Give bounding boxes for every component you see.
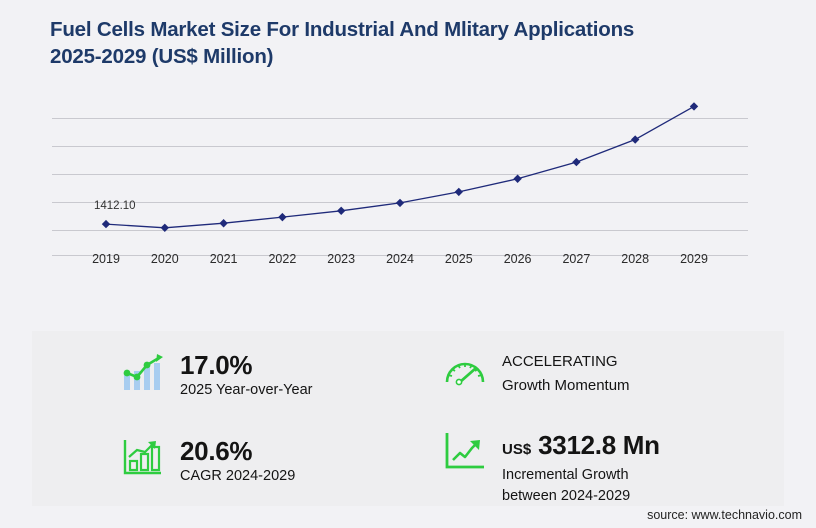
gridline	[52, 230, 748, 231]
x-axis-tick-label: 2023	[327, 252, 356, 266]
stat-incremental-unit: US$	[502, 441, 532, 458]
stat-yoy-value: 17.0%	[180, 350, 253, 380]
x-axis-tick-label: 2028	[621, 252, 650, 266]
stats-panel: 17.0% 2025 Year-over-Year 20.6% CAGR 202…	[32, 331, 784, 506]
x-axis-line	[52, 255, 748, 256]
source-note: source: www.technavio.com	[647, 508, 802, 522]
x-axis-tick-label: 2022	[268, 252, 297, 266]
chart-plot-area: 1412.10	[52, 100, 748, 256]
stat-yoy-label: 2025 Year-over-Year	[180, 382, 313, 398]
data-point-marker	[689, 102, 699, 111]
x-axis-tick-label: 2026	[503, 252, 532, 266]
data-point-marker	[101, 219, 111, 229]
stat-momentum-headline: ACCELERATING	[502, 353, 618, 370]
stat-cagr: 20.6% CAGR 2024-2029	[120, 435, 295, 487]
x-axis-tick-label: 2019	[92, 252, 120, 266]
data-point-label: 1412.10	[94, 200, 136, 213]
stat-momentum-label: Growth Momentum	[502, 377, 630, 394]
stat-cagr-text: 20.6% CAGR 2024-2029	[180, 435, 295, 487]
x-axis-tick-label: 2021	[209, 252, 238, 266]
bar-trend-icon	[120, 349, 166, 393]
data-point-marker	[513, 174, 522, 183]
stat-yoy: 17.0% 2025 Year-over-Year	[120, 349, 312, 401]
x-axis-tick-label: 2025	[444, 252, 473, 266]
line-arrow-icon	[442, 429, 488, 473]
stat-incremental-growth: US$ 3312.8 Mn Incremental Growth between…	[442, 429, 660, 507]
gridline	[52, 174, 748, 175]
data-point-marker	[395, 198, 405, 208]
stat-incremental-label-line2: between 2024-2029	[502, 488, 631, 504]
x-axis-tick-label: 2029	[680, 252, 708, 266]
gridline	[52, 118, 748, 119]
stat-incremental-number: 3312.8 Mn	[538, 430, 660, 460]
page-title: Fuel Cells Market Size For Industrial An…	[50, 18, 635, 68]
chart-container: 1412.10 2019 2020 2021 2022 2023 2024 2025 2026…	[0, 92, 816, 282]
data-point-marker	[337, 206, 346, 215]
gauge-icon	[442, 349, 488, 393]
x-axis-tick-label: 2024	[386, 252, 414, 266]
stat-incremental-label-line1: Incremental Growth	[502, 467, 629, 483]
stat-incremental-value: US$ 3312.8 Mn	[502, 430, 660, 465]
stat-yoy-text: 17.0% 2025 Year-over-Year	[180, 349, 312, 401]
x-axis-tick-label: 2027	[562, 252, 591, 266]
series-line	[101, 102, 699, 232]
stat-cagr-value: 20.6%	[180, 436, 253, 466]
x-axis-ticks: 2019 2020 2021 2022 2023 2024 2025 2026 2027 2028…	[52, 252, 748, 274]
data-point-marker	[454, 187, 463, 197]
data-point-marker	[631, 135, 640, 144]
gridline	[52, 146, 748, 147]
stat-incremental-text: US$ 3312.8 Mn Incremental Growth between…	[502, 429, 660, 507]
data-point-marker	[278, 212, 287, 222]
data-point-marker	[219, 219, 228, 228]
bar-chart-arrow-icon	[120, 435, 166, 479]
data-point-marker	[160, 223, 169, 232]
data-point-marker	[572, 157, 581, 167]
x-axis-tick-label: 2020	[150, 252, 179, 266]
stat-momentum-text: ACCELERATING Growth Momentum	[502, 349, 630, 398]
stat-momentum: ACCELERATING Growth Momentum	[442, 349, 630, 398]
stat-cagr-label: CAGR 2024-2029	[180, 468, 296, 484]
